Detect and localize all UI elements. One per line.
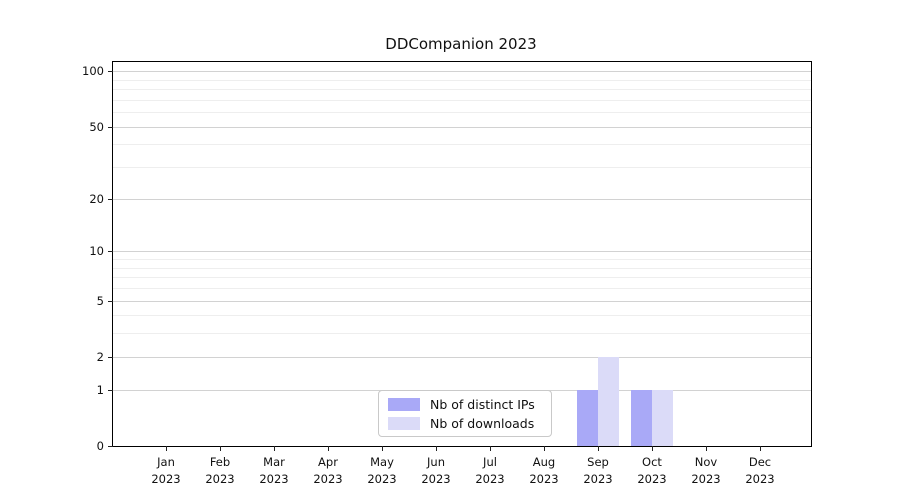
y-tick-mark-5 [108,300,113,302]
x-tick-label-oct-2023: Oct 2023 [625,454,679,489]
minor-gridline-60 [113,112,811,114]
x-tick-label-apr-2023: Apr 2023 [301,454,355,489]
minor-gridline-80 [113,89,811,90]
y-tick-label-1: 1 [96,382,104,397]
x-tick-label-jul-2023: Jul 2023 [463,454,517,489]
major-gridline-50 [113,126,811,128]
y-tick-mark-10 [108,251,113,253]
minor-gridline-6 [113,287,811,289]
x-tick-year: 2023 [529,472,559,487]
x-tick-month: Nov [694,455,718,469]
y-tick-mark-0 [108,446,113,447]
legend-label-distinct-ips: Nb of distinct IPs [430,396,535,412]
x-tick-month: Mar [263,455,285,469]
x-tick-month: Jul [483,455,497,469]
x-tick-mark-sep-2023 [598,446,599,451]
x-tick-year: 2023 [745,472,775,487]
x-tick-mark-jan-2023 [166,446,167,451]
minor-gridline-9 [113,259,811,260]
major-gridline-2 [113,356,811,358]
y-tick-label-2: 2 [96,349,104,364]
x-tick-month: May [370,455,394,469]
y-tick-label-0: 0 [96,439,104,453]
x-tick-year: 2023 [637,472,667,487]
y-tick-label-10: 10 [89,244,104,259]
x-tick-month: Oct [642,455,662,469]
bar-nb-of-distinct-ips-oct-2023 [631,389,652,446]
x-tick-mark-dec-2023 [760,446,761,451]
x-tick-mark-jun-2023 [436,446,437,451]
y-tick-mark-50 [108,126,113,128]
x-tick-year: 2023 [421,472,451,487]
x-tick-year: 2023 [313,472,343,487]
x-tick-month: Feb [209,455,231,469]
bar-nb-of-downloads-sep-2023 [598,356,619,446]
x-tick-mark-mar-2023 [274,446,275,451]
x-tick-mark-jul-2023 [490,446,491,451]
y-tick-mark-100 [108,71,113,73]
x-tick-month: Jan [157,455,175,469]
x-tick-label-jun-2023: Jun 2023 [409,454,463,489]
y-tick-label-50: 50 [89,119,104,134]
x-tick-label-sep-2023: Sep 2023 [571,454,625,489]
y-tick-mark-1 [108,389,113,391]
minor-gridline-30 [113,167,811,169]
legend: Nb of distinct IPs Nb of downloads [378,390,552,437]
minor-gridline-90 [113,79,811,81]
x-tick-month: Apr [318,455,338,469]
x-tick-year: 2023 [205,472,235,487]
legend-swatch-distinct-ips [388,397,420,411]
x-tick-label-mar-2023: Mar 2023 [247,454,301,489]
y-tick-label-100: 100 [82,64,104,79]
minor-gridline-4 [113,315,811,317]
x-tick-label-jan-2023: Jan 2023 [139,454,193,489]
x-tick-mark-oct-2023 [652,446,653,451]
x-tick-label-feb-2023: Feb 2023 [193,454,247,489]
x-tick-label-dec-2023: Dec 2023 [733,454,787,489]
minor-gridline-40 [113,144,811,146]
y-tick-label-20: 20 [89,191,104,206]
x-tick-year: 2023 [583,472,613,487]
chart-title: DDCompanion 2023 [385,35,537,53]
x-tick-label-aug-2023: Aug 2023 [517,454,571,489]
x-tick-year: 2023 [475,472,505,487]
x-tick-label-may-2023: May 2023 [355,454,409,489]
y-tick-mark-2 [108,356,113,358]
legend-label-downloads: Nb of downloads [430,415,535,431]
bar-nb-of-downloads-oct-2023 [652,389,673,446]
x-tick-label-nov-2023: Nov 2023 [679,454,733,489]
x-tick-mark-may-2023 [382,446,383,451]
major-gridline-100 [113,71,811,73]
major-gridline-20 [113,198,811,200]
x-tick-year: 2023 [151,472,181,487]
y-tick-mark-20 [108,198,113,200]
x-tick-month: Dec [748,455,772,469]
minor-gridline-3 [113,333,811,335]
x-tick-month: Jun [427,455,445,469]
plot-area: 0 1 2 5 10 20 50 100 Jan 2023 Feb 2023 Mar 2023 Apr 202… [82,61,812,486]
x-tick-mark-feb-2023 [220,446,221,451]
minor-gridline-8 [113,267,811,269]
legend-item-downloads: Nb of downloads [388,416,551,431]
legend-item-distinct-ips: Nb of distinct IPs [388,397,551,412]
x-tick-month: Sep [587,455,609,469]
x-tick-mark-apr-2023 [328,446,329,451]
x-tick-month: Aug [532,455,556,469]
x-tick-year: 2023 [691,472,721,487]
major-gridline-10 [113,251,811,253]
minor-gridline-70 [113,99,811,101]
x-tick-year: 2023 [367,472,397,487]
major-gridline-5 [113,300,811,302]
y-tick-label-5: 5 [96,293,104,308]
minor-gridline-7 [113,277,811,279]
x-tick-year: 2023 [259,472,289,487]
legend-swatch-downloads [388,416,420,430]
bar-nb-of-distinct-ips-sep-2023 [577,389,598,446]
x-tick-mark-nov-2023 [706,446,707,451]
x-tick-mark-aug-2023 [544,446,545,451]
